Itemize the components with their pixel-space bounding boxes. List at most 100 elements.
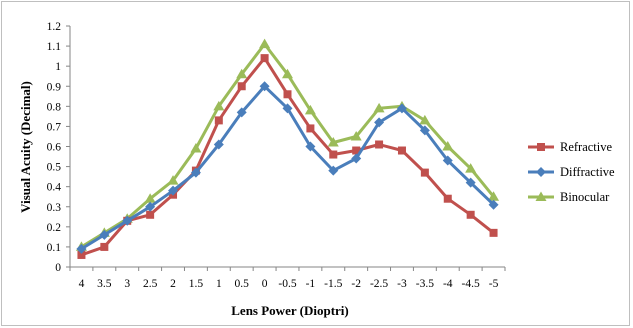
x-tick-label: 3 [124,278,130,290]
data-point-binocular [144,193,156,203]
x-tick-label: 0.5 [235,278,250,290]
data-point-diffractive [351,153,362,164]
x-tick-label: 2 [170,278,176,290]
data-point-diffractive [488,199,499,210]
data-point-diffractive [305,141,316,152]
x-tick-label: -5 [489,278,499,290]
data-point-refractive [237,82,246,91]
y-tick-label: 0.6 [47,142,62,154]
x-axis-title: Lens Power (Dioptri) [231,303,348,318]
y-tick-label: 0.7 [47,121,62,133]
data-point-diffractive [259,81,270,92]
data-point-diffractive [168,185,179,196]
y-tick-label: 0.4 [47,182,62,194]
data-point-diffractive [122,215,133,226]
legend-item-binocular: Binocular [528,190,610,204]
data-point-binocular [213,100,225,111]
legend-item-diffractive: Diffractive [528,165,615,179]
data-point-refractive [352,146,361,155]
data-point-refractive [283,90,292,99]
data-point-diffractive [236,107,247,118]
series-refractive [77,54,498,259]
data-point-binocular [465,163,477,173]
x-tick-label: -3.5 [416,278,434,290]
data-point-diffractive [465,177,476,188]
data-point-diffractive [190,167,201,178]
data-point-binocular [419,114,431,125]
data-point-refractive [214,116,223,125]
x-tick-label: -3 [397,278,407,290]
legend: Refractive Diffractive Binocular [528,140,615,204]
data-point-refractive [329,150,338,159]
series-line-refractive [80,56,495,257]
data-point-binocular [259,38,271,49]
data-point-refractive [146,210,155,219]
y-tick-label: 0.3 [47,202,62,214]
data-point-binocular [167,175,179,185]
x-tick-label: -4.5 [462,278,480,290]
data-point-diffractive [328,165,339,176]
y-tick-label: 0.2 [47,222,62,234]
legend-label: Diffractive [560,165,615,179]
y-tick-label: 0.5 [47,162,62,174]
data-point-diffractive [145,201,156,212]
legend-label: Binocular [560,190,610,204]
x-axis: 4 3.5 3 2.5 2 1.5 1 0.5 0 -0.5 -1 -1.5 -2 -2.5 -3 -3.5-… [69,266,506,290]
y-tick-label: 0.1 [47,242,62,254]
x-tick-label: -4 [443,278,453,290]
data-point-refractive [77,250,86,259]
data-point-refractive [306,124,315,133]
x-tick-label: 3.5 [97,278,112,290]
data-point-binocular [304,104,316,115]
y-tick-label: 1.1 [47,41,62,53]
legend-item-refractive: Refractive [528,140,613,154]
data-point-diffractive [442,155,453,166]
data-point-refractive [443,194,452,203]
y-axis-title: Visual Acuity (Decimal) [18,81,33,213]
y-tick-label: 0 [55,262,61,274]
x-tick-label: 1 [216,278,222,290]
data-point-binocular [373,102,385,113]
data-point-refractive [100,242,109,251]
data-point-refractive [397,146,406,155]
y-axis: 0 0.1 0.2 0.3 0.4 0.5 0.6 0.7 0.8 0.9 1 1.1 1.2 [47,21,71,274]
x-tick-label: 0 [262,278,268,290]
data-point-binocular [327,136,339,147]
y-tick-label: 0.8 [47,101,62,113]
x-tick-label: 2.5 [143,278,158,290]
data-point-binocular [282,68,293,79]
x-tick-label: 1.5 [189,278,204,290]
x-tick-label: -2.5 [370,278,388,290]
data-point-binocular [190,143,202,153]
legend-marker-diffractive [536,167,546,177]
data-point-binocular [442,141,454,151]
data-point-refractive [420,168,429,177]
data-point-binocular [488,191,500,201]
series-diffractive [76,81,499,254]
data-point-refractive [489,228,498,237]
y-tick-label: 1.2 [47,21,62,33]
data-point-binocular [350,130,362,141]
data-point-diffractive [419,125,430,136]
legend-label: Refractive [560,140,613,154]
data-point-diffractive [99,229,110,240]
x-tick-label: -1 [306,278,316,290]
series-lines [75,38,500,259]
x-tick-label: -1.5 [324,278,342,290]
data-point-binocular [236,68,248,79]
x-tick-label: -2 [351,278,361,290]
data-point-diffractive [374,117,385,128]
legend-marker-refractive [537,143,545,151]
data-point-diffractive [76,243,87,254]
data-point-refractive [466,210,475,219]
data-point-diffractive [213,139,224,150]
x-tick-label: -0.5 [278,278,296,290]
y-tick-label: 1 [55,61,61,73]
data-point-refractive [260,54,269,63]
data-point-diffractive [282,103,293,114]
y-tick-label: 0.9 [47,81,62,93]
x-tick-label: 4 [79,278,85,290]
data-point-refractive [375,140,384,149]
